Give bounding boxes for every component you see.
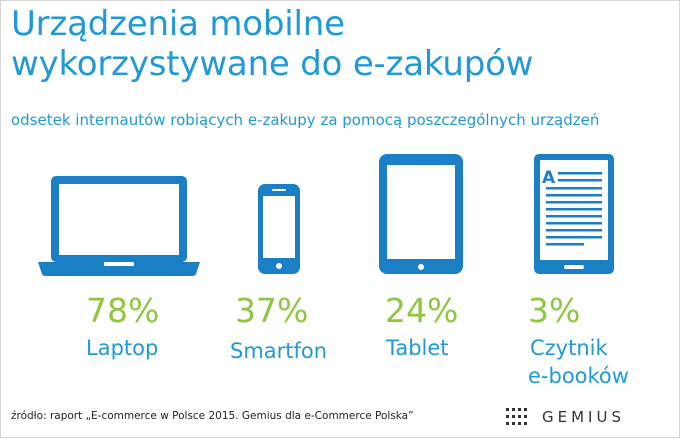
gemius-dots-icon (506, 408, 527, 425)
category-label-tablet: Tablet (386, 336, 449, 360)
smartphone-icon (258, 184, 300, 274)
gemius-logo: GEMIUS (506, 406, 625, 428)
laptop-icon (38, 176, 200, 276)
category-label-ereader-line1: Czytnik (530, 336, 608, 360)
subtitle: odsetek internautów robiących e-zakupy z… (11, 111, 600, 129)
brand-name: GEMIUS (542, 408, 625, 426)
value-label-tablet: 24% (385, 291, 459, 330)
page-title: Urządzenia mobilne wykorzystywane do e-z… (11, 4, 533, 84)
category-label-ereader-line2: e-booków (528, 364, 629, 388)
title-line-1: Urządzenia mobilne (11, 4, 345, 44)
ereader-icon: A (534, 154, 614, 274)
device-icons: A (38, 154, 614, 276)
value-label-smartfon: 37% (235, 291, 309, 330)
title-line-2: wykorzystywane do e-zakupów (11, 44, 534, 84)
category-label-smartfon: Smartfon (230, 339, 328, 363)
value-label-laptop: 78% (86, 291, 160, 330)
value-label-ereader: 3% (528, 291, 581, 330)
category-label-laptop: Laptop (86, 336, 159, 360)
source-footnote: źródło: raport „E-commerce w Polsce 2015… (11, 410, 414, 422)
tablet-icon (379, 154, 463, 274)
svg-text:A: A (542, 168, 556, 188)
